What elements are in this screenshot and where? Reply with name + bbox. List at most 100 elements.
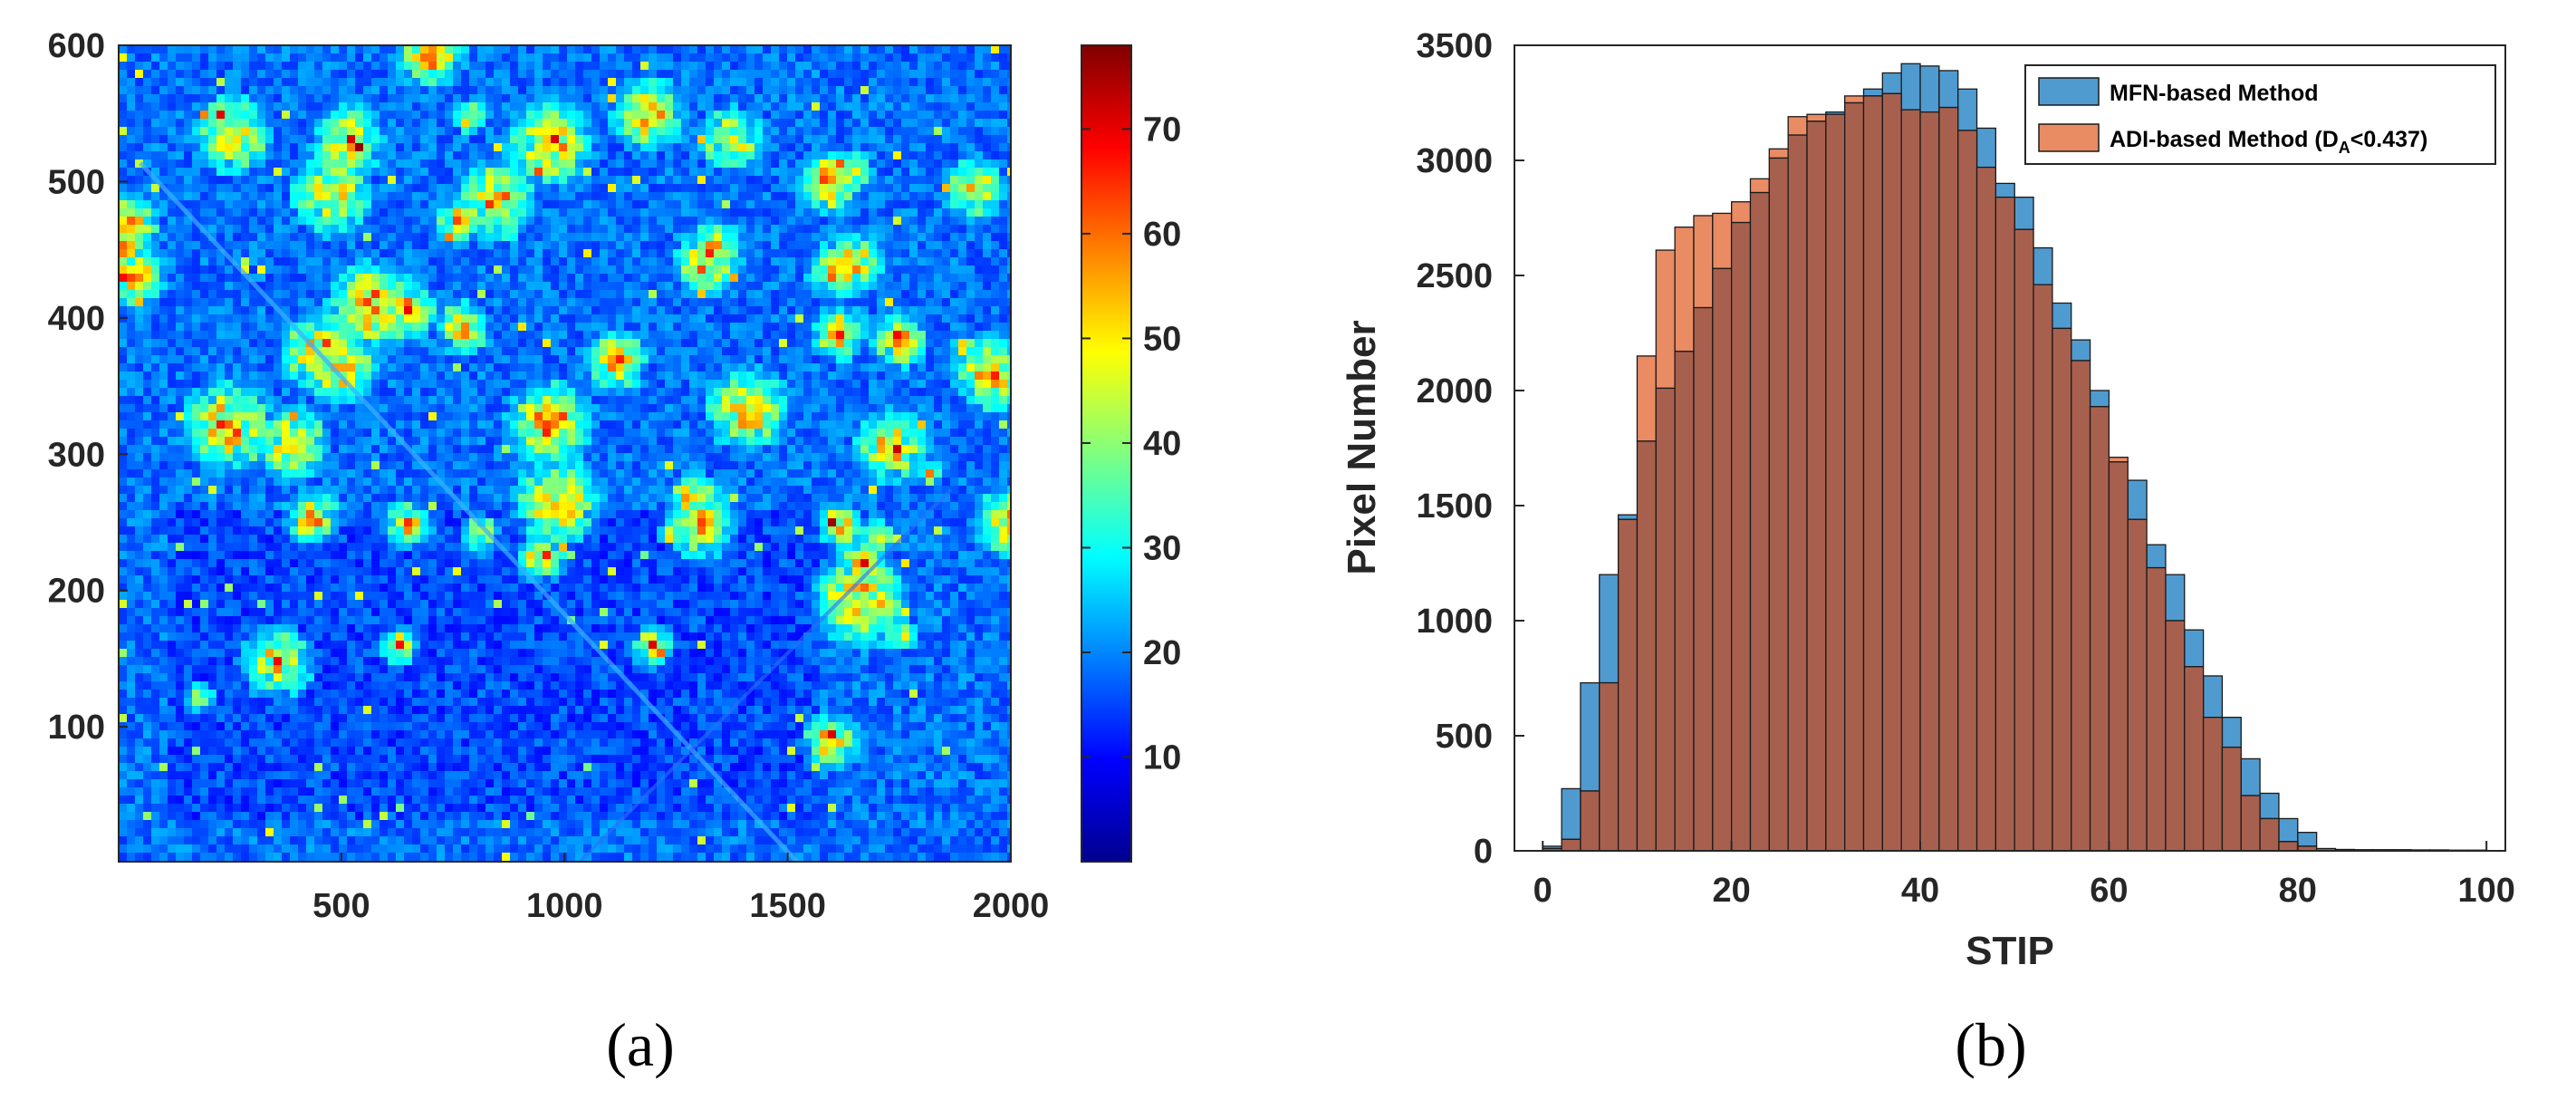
heatmap-cell <box>763 225 771 233</box>
heatmap-cell <box>877 168 885 176</box>
heatmap-cell <box>975 184 983 192</box>
heatmap-cell <box>926 323 934 331</box>
heatmap-cell <box>119 62 127 70</box>
heatmap-cell <box>763 274 771 282</box>
heatmap-cell <box>322 274 331 282</box>
heatmap-cell <box>485 412 494 420</box>
heatmap-cell <box>730 127 738 135</box>
heatmap-cell <box>771 111 779 119</box>
heatmap-cell <box>380 339 388 347</box>
heatmap-cell <box>918 86 926 94</box>
heatmap-cell <box>991 371 999 380</box>
heatmap-cell <box>608 135 616 143</box>
heatmap-cell <box>918 265 926 274</box>
heatmap-cell <box>396 396 404 404</box>
heatmap-cell <box>738 306 746 314</box>
heatmap-cell <box>697 274 706 282</box>
heatmap-cell <box>176 102 184 111</box>
heatmap-cell <box>290 200 298 208</box>
heatmap-cell <box>355 355 363 363</box>
heatmap-cell <box>763 290 771 298</box>
heatmap-cell <box>168 314 176 323</box>
heatmap-cell <box>657 53 665 62</box>
heatmap-cell <box>730 168 738 176</box>
heatmap-cell <box>534 86 543 94</box>
heatmap-cell <box>380 363 388 371</box>
heatmap-cell <box>265 249 274 257</box>
heatmap-cell <box>746 53 755 62</box>
heatmap-cell <box>885 363 893 371</box>
heatmap-cell <box>706 249 714 257</box>
heatmap-cell <box>502 371 510 380</box>
heatmap-cell <box>657 94 665 102</box>
heatmap-cell <box>200 184 208 192</box>
heatmap-cell <box>119 290 127 298</box>
heatmap-cell <box>453 225 461 233</box>
heatmap-cell <box>901 274 909 282</box>
heatmap-cell <box>249 111 257 119</box>
heatmap-cell <box>983 265 991 274</box>
heatmap-cell <box>274 78 282 86</box>
heatmap-cell <box>820 323 828 331</box>
heatmap-cell <box>763 257 771 265</box>
heatmap-cell <box>420 176 428 184</box>
heatmap-cell <box>176 111 184 119</box>
heatmap-cell <box>331 265 339 274</box>
heatmap-cell <box>975 200 983 208</box>
heatmap-cell <box>665 102 673 111</box>
heatmap-cell <box>274 217 282 225</box>
heatmap-cell <box>616 404 624 412</box>
heatmap-cell <box>143 404 151 412</box>
heatmap-cell <box>787 249 795 257</box>
heatmap-cell <box>649 282 657 290</box>
heatmap-cell <box>543 347 551 355</box>
heatmap-cell <box>469 363 477 371</box>
heatmap-cell <box>828 314 836 323</box>
heatmap-cell <box>461 62 469 70</box>
heatmap-cell <box>893 233 901 241</box>
heatmap-cell <box>428 184 437 192</box>
heatmap-cell <box>714 233 722 241</box>
heatmap-cell <box>991 192 999 200</box>
heatmap-cell <box>306 176 314 184</box>
heatmap-cell <box>820 119 828 127</box>
heatmap-cell <box>991 388 999 396</box>
heatmap-cell <box>575 86 583 94</box>
heatmap-cell <box>412 257 420 265</box>
heatmap-cell <box>820 282 828 290</box>
heatmap-cell <box>909 249 918 257</box>
heatmap-cell <box>567 159 575 168</box>
heatmap-cell <box>877 274 885 282</box>
heatmap-cell <box>437 192 445 200</box>
heatmap-cell <box>697 355 706 363</box>
heatmap-cell <box>298 241 306 249</box>
heatmap-cell <box>192 208 200 217</box>
heatmap-cell <box>249 396 257 404</box>
heatmap-cell <box>445 143 453 151</box>
heatmap-cell <box>885 339 893 347</box>
heatmap-cell <box>681 249 689 257</box>
heatmap-cell <box>844 143 852 151</box>
heatmap-cell <box>257 200 265 208</box>
heatmap-cell <box>241 168 249 176</box>
heatmap-cell <box>355 111 363 119</box>
heatmap-cell <box>168 225 176 233</box>
heatmap-cell <box>322 102 331 111</box>
heatmap-cell <box>624 298 632 306</box>
heatmap-cell <box>437 249 445 257</box>
heatmap-cell <box>877 159 885 168</box>
heatmap-cell <box>176 119 184 127</box>
heatmap-cell <box>730 339 738 347</box>
heatmap-cell <box>543 331 551 339</box>
heatmap-cell <box>347 151 355 159</box>
heatmap-cell <box>510 168 518 176</box>
heatmap-cell <box>200 176 208 184</box>
heatmap-cell <box>632 53 640 62</box>
heatmap-cell <box>763 168 771 176</box>
heatmap-cell <box>306 404 314 412</box>
heatmap-cell <box>168 282 176 290</box>
heatmap-cell <box>901 339 909 347</box>
heatmap-cell <box>265 192 274 200</box>
heatmap-cell <box>241 249 249 257</box>
heatmap-cell <box>380 257 388 265</box>
